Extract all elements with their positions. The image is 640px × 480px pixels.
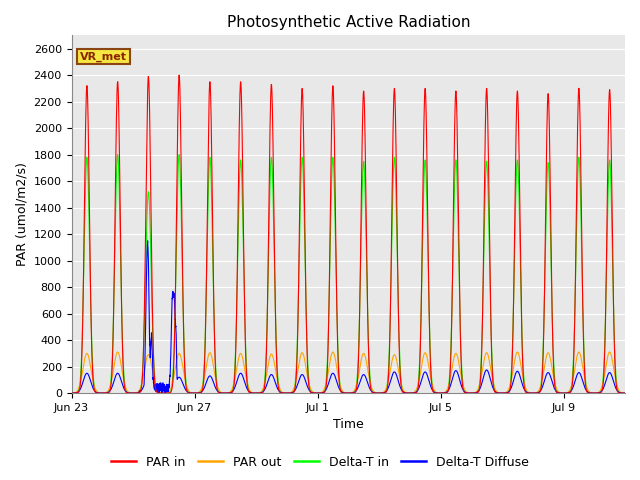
- X-axis label: Time: Time: [333, 419, 364, 432]
- Title: Photosynthetic Active Radiation: Photosynthetic Active Radiation: [227, 15, 470, 30]
- Y-axis label: PAR (umol/m2/s): PAR (umol/m2/s): [15, 162, 28, 266]
- Text: VR_met: VR_met: [80, 51, 127, 62]
- Legend: PAR in, PAR out, Delta-T in, Delta-T Diffuse: PAR in, PAR out, Delta-T in, Delta-T Dif…: [106, 451, 534, 474]
